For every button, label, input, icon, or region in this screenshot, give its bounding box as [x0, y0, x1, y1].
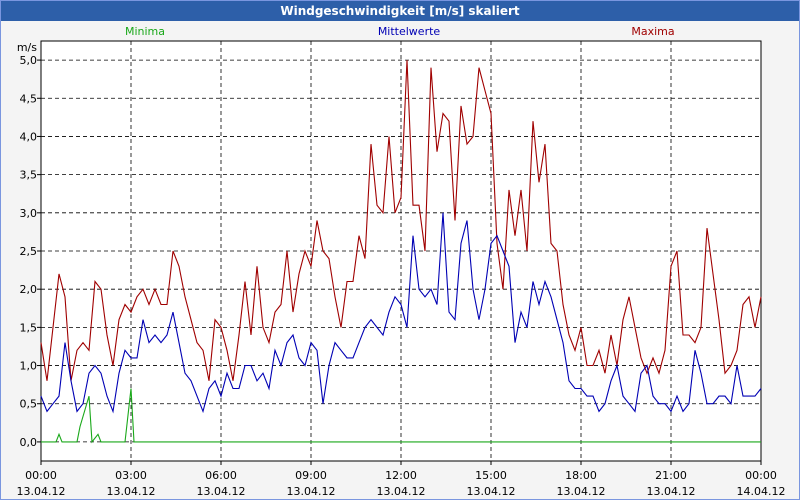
legend-maxima: Maxima: [631, 25, 674, 38]
y-tick-label: 2,5: [20, 245, 38, 258]
x-tick-date: 13.04.12: [17, 485, 66, 498]
legend-minima: Minima: [125, 25, 165, 38]
x-tick-time: 03:00: [115, 469, 147, 482]
window-title: Windgeschwindigkeit [m/s] skaliert: [1, 1, 799, 21]
legend-mittelwerte: Mittelwerte: [378, 25, 441, 38]
y-tick-label: 0,0: [20, 436, 38, 449]
y-axis-label: m/s: [17, 41, 37, 54]
line-chart: 0,0 0,5 1,0 1,5 2,0 2,5 3,0 3,5 4,0 4,5 5,0m/s 00:0…: [17, 25, 786, 498]
x-tick-date: 13.04.12: [287, 485, 336, 498]
x-tick-time: 06:00: [205, 469, 237, 482]
x-tick-time: 21:00: [655, 469, 687, 482]
y-tick-label: 4,0: [20, 130, 38, 143]
x-tick-date: 13.04.12: [377, 485, 426, 498]
x-tick-date: 13.04.12: [197, 485, 246, 498]
x-tick-date: 13.04.12: [467, 485, 516, 498]
x-tick-time: 18:00: [565, 469, 597, 482]
x-tick-time: 00:00: [745, 469, 777, 482]
x-tick-date: 14.04.12: [737, 485, 786, 498]
y-tick-label: 5,0: [20, 54, 38, 67]
x-tick-time: 12:00: [385, 469, 417, 482]
series-line-mittelwerte: [40, 212, 762, 414]
x-tick-time: 00:00: [25, 469, 57, 482]
y-tick-label: 0,5: [20, 398, 38, 411]
x-tick-date: 13.04.12: [647, 485, 696, 498]
y-tick-label: 1,5: [20, 321, 38, 334]
x-tick-time: 09:00: [295, 469, 327, 482]
y-tick-label: 1,0: [20, 360, 38, 373]
series-line-minima: [41, 388, 761, 444]
x-tick-date: 13.04.12: [107, 485, 156, 498]
x-tick-date: 13.04.12: [557, 485, 606, 498]
y-tick-label: 2,0: [20, 283, 38, 296]
x-tick-time: 15:00: [475, 469, 507, 482]
y-tick-label: 3,0: [20, 207, 38, 220]
y-tick-label: 4,5: [20, 92, 38, 105]
series-line-maxima: [40, 60, 762, 381]
y-tick-label: 3,5: [20, 169, 38, 182]
